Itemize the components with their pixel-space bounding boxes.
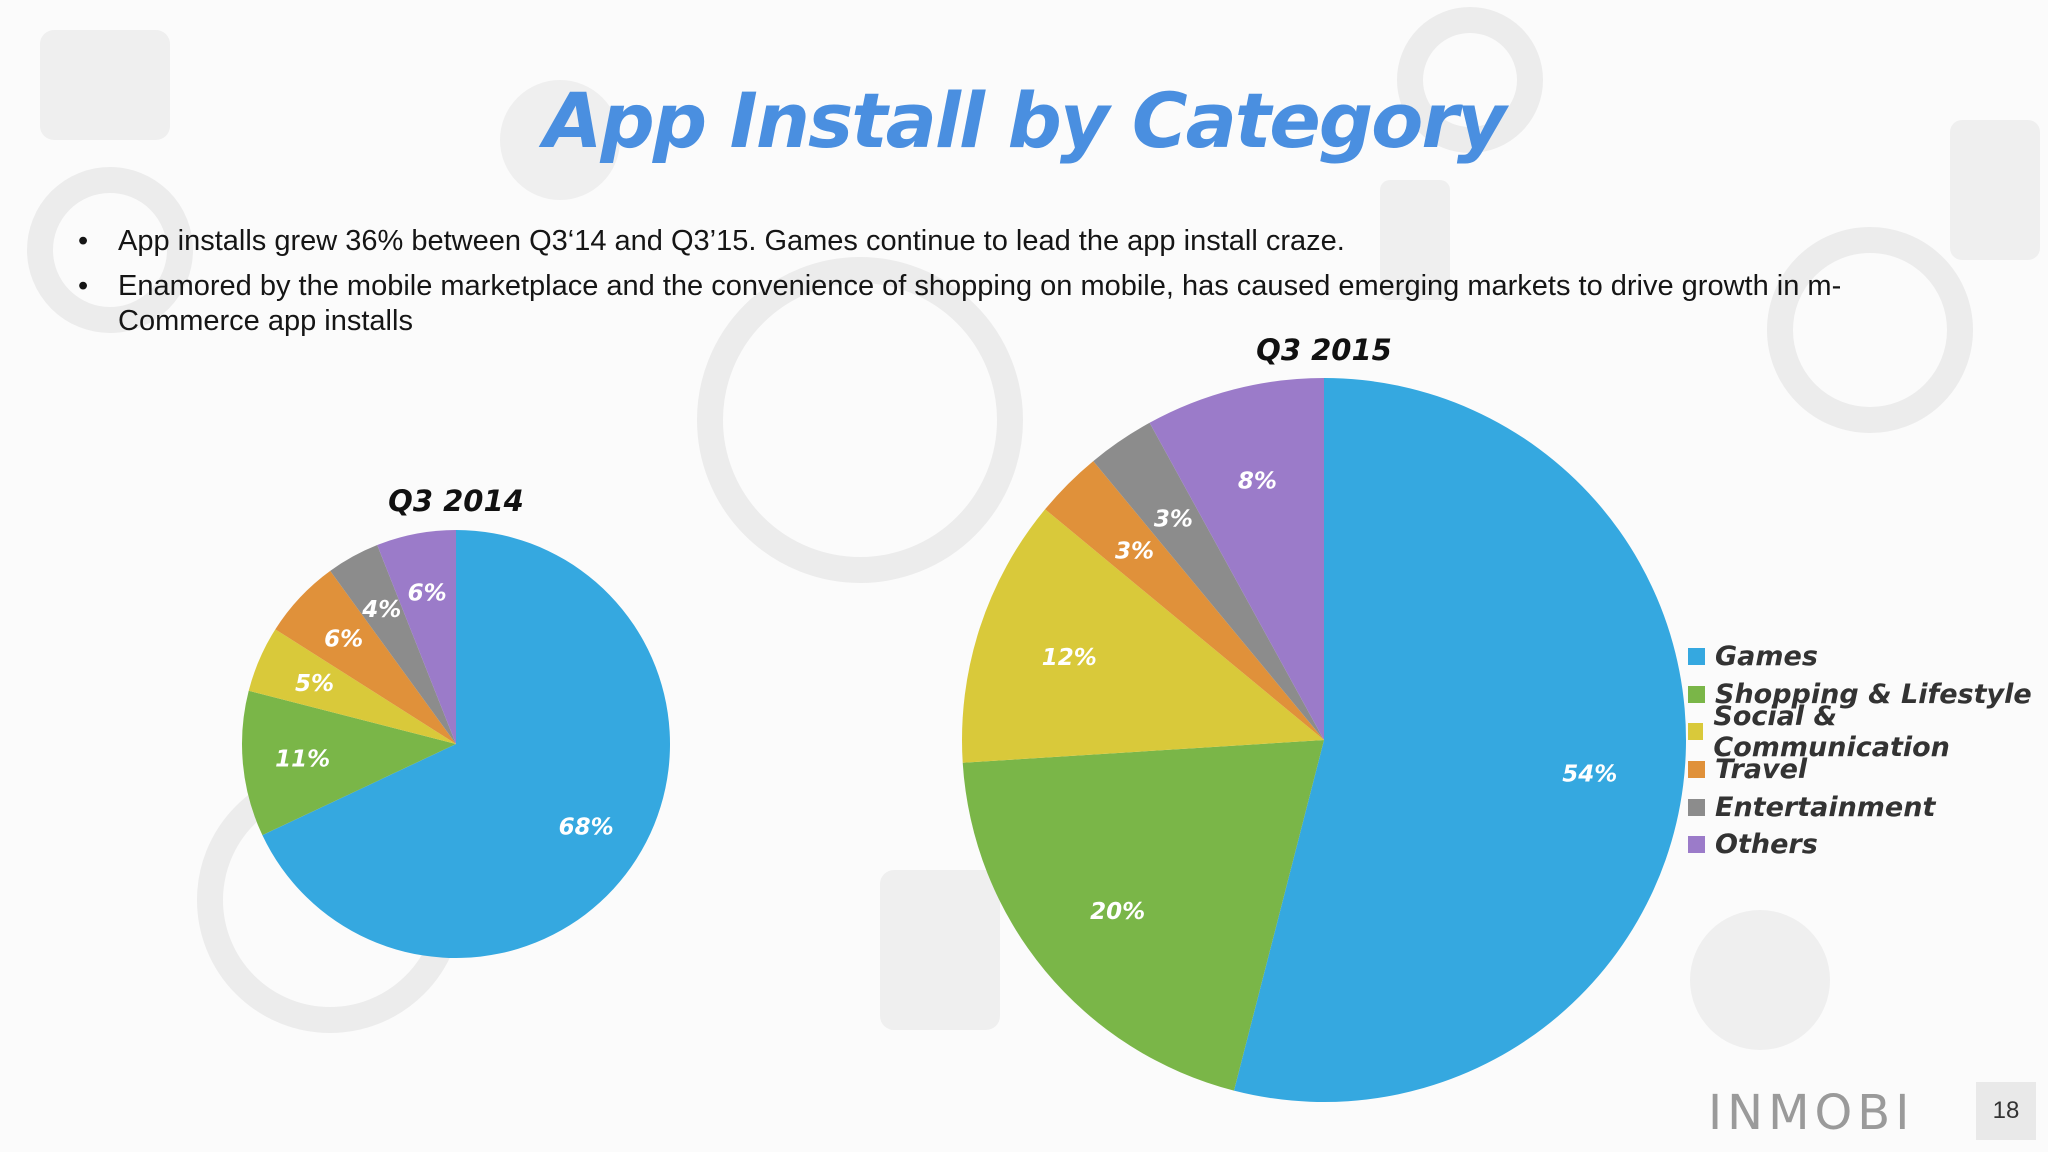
- slice-label-entertainment: 3%: [1154, 506, 1193, 532]
- legend-item-social: Social & Communication: [1688, 701, 2048, 763]
- pie-slice-social: [248, 629, 456, 744]
- chart-title: Q3 2015: [1256, 333, 1392, 367]
- legend-swatch: [1688, 685, 1705, 703]
- slice-label-travel: 6%: [324, 627, 363, 653]
- slice-label-others: 8%: [1238, 469, 1277, 495]
- pie-slice-others: [377, 530, 456, 744]
- pie-slice-social: [962, 509, 1324, 763]
- pie-slice-games: [262, 530, 670, 958]
- legend-swatch: [1688, 798, 1705, 816]
- legend-label: Social & Communication: [1713, 700, 1950, 763]
- pie-chart-q3-2015: 54% 20% 12% 3%3% 8% Q3 2015: [962, 333, 1686, 1102]
- legend-label: Others: [1715, 829, 1818, 861]
- legend: Games Shopping & Lifestyle Social & Comm…: [1688, 638, 2048, 864]
- slice-label-social: 12%: [1042, 645, 1097, 671]
- legend-item-shopping: Shopping & Lifestyle: [1688, 676, 2048, 714]
- pie-slice-games: [1233, 378, 1686, 1102]
- slice-label-games: 54%: [1562, 762, 1617, 788]
- legend-swatch: [1688, 761, 1705, 779]
- pie-slice-entertainment: [1093, 422, 1324, 740]
- legend-item-games: Games: [1688, 638, 2048, 676]
- legend-label: Games: [1715, 641, 1818, 673]
- pie-slice-travel: [275, 570, 456, 744]
- slice-label-others: 6%: [408, 581, 447, 607]
- page-number: 18: [1976, 1082, 2036, 1140]
- slide-title: App Install by Category: [543, 76, 1507, 165]
- inmobi-logo: INMOBI: [1708, 1085, 1915, 1141]
- legend-label: Shopping & Lifestyle: [1715, 678, 2032, 710]
- slice-label-games: 68%: [559, 815, 614, 841]
- slice-label-travel: 3%: [1115, 539, 1154, 565]
- legend-swatch: [1688, 648, 1705, 666]
- slice-label-shopping: 20%: [1090, 899, 1145, 925]
- pie-slice-shopping: [241, 690, 456, 836]
- legend-swatch: [1688, 723, 1704, 741]
- pie-slice-entertainment: [330, 545, 456, 744]
- legend-label: Travel: [1715, 754, 1808, 786]
- pie-slice-travel: [1045, 461, 1324, 740]
- bullet-item: Enamored by the mobile marketplace and t…: [78, 269, 1918, 339]
- pie-chart-q3-2014: 68% 11% 5% 6% 4% 6% Q3 2014: [241, 484, 670, 958]
- slice-label-shopping: 11%: [275, 747, 330, 773]
- legend-item-travel: Travel: [1688, 751, 2048, 789]
- slice-label-entertainment: 4%: [361, 597, 401, 623]
- bullet-item: App installs grew 36% between Q3‘14 and …: [78, 224, 1918, 259]
- slice-label-social: 5%: [295, 671, 334, 697]
- legend-item-entertainment: Entertainment: [1688, 788, 2048, 826]
- legend-swatch: [1688, 836, 1705, 854]
- chart-title: Q3 2014: [388, 484, 524, 518]
- legend-item-others: Others: [1688, 826, 2048, 864]
- pie-slice-others: [1149, 378, 1324, 740]
- bullet-list: App installs grew 36% between Q3‘14 and …: [78, 224, 1918, 349]
- legend-label: Entertainment: [1715, 791, 1936, 823]
- pie-slice-shopping: [962, 740, 1324, 1091]
